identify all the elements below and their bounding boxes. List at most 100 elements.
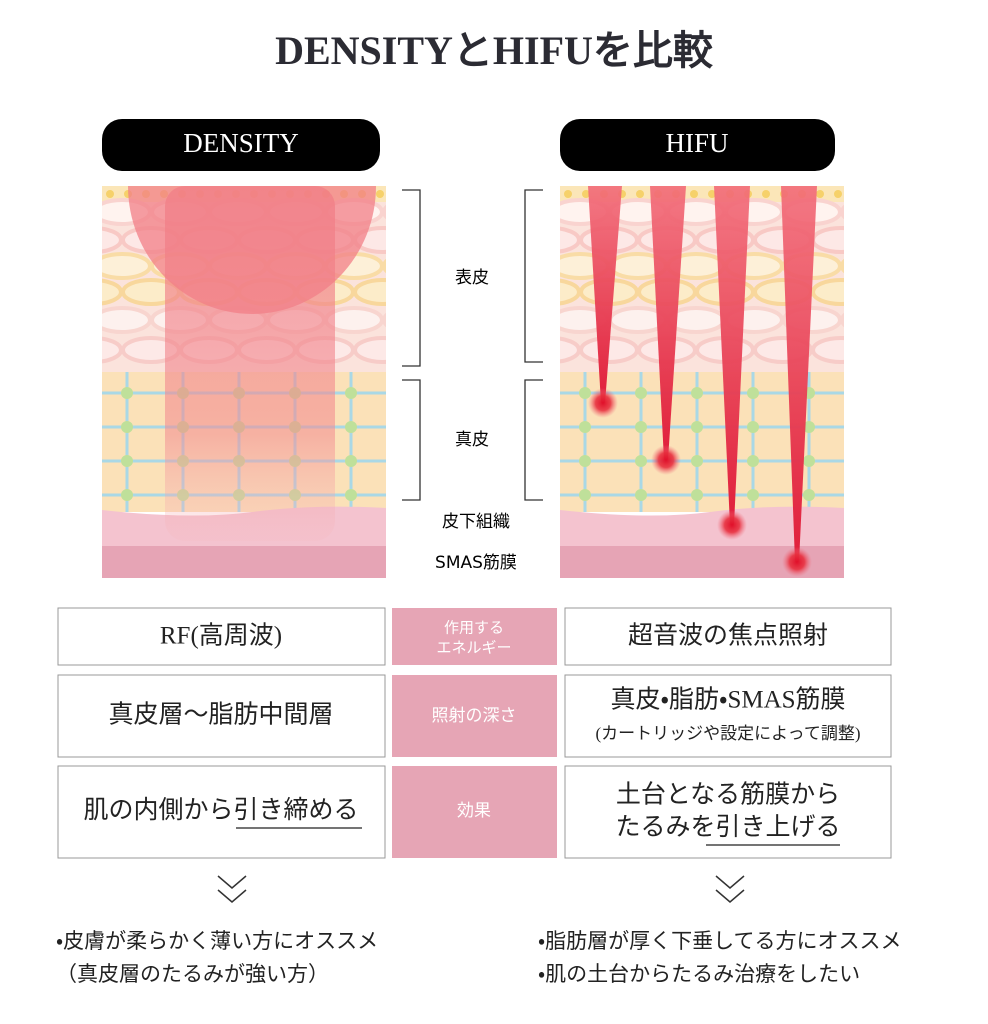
node <box>691 455 703 467</box>
cell-label <box>392 766 557 858</box>
panel-title: DENSITY <box>183 128 299 158</box>
cell <box>102 336 123 364</box>
layer-label: 表皮 <box>455 268 489 288</box>
hifu-beam <box>714 186 750 525</box>
cell-label-text: 効果 <box>457 801 491 821</box>
layer-label: 真皮 <box>455 430 489 450</box>
text-part: 肌の内側から <box>83 796 233 824</box>
underlined-text: 引き締める <box>234 796 359 824</box>
subcutaneous <box>560 506 844 546</box>
node <box>401 489 413 501</box>
node <box>121 489 133 501</box>
cell <box>494 200 550 224</box>
cell <box>871 280 927 304</box>
node <box>401 455 413 467</box>
cell <box>564 607 892 666</box>
cell-text: RF(高周波) <box>160 622 282 650</box>
node <box>401 387 413 399</box>
surface-dot <box>636 190 644 198</box>
cell <box>840 258 844 274</box>
cell-label-text: エネルギー <box>436 639 511 657</box>
cell <box>564 765 892 859</box>
surface <box>560 186 844 202</box>
node <box>345 455 357 467</box>
node <box>579 489 591 501</box>
cell <box>494 254 550 278</box>
cell-label <box>392 675 557 757</box>
cell <box>811 278 844 306</box>
focal-point <box>782 547 812 577</box>
node <box>579 455 591 467</box>
node <box>859 387 871 399</box>
cell-text: 真皮層〜脂肪中間層 <box>108 701 333 729</box>
surface-dot <box>564 190 572 198</box>
node <box>859 455 871 467</box>
recommend-text: ・脂肪層が厚く下垂してる方にオススメ <box>538 929 902 953</box>
cell <box>36 254 92 278</box>
node <box>121 421 133 433</box>
layer-label: SMAS筋膜 <box>435 553 517 573</box>
cell <box>564 674 892 758</box>
surface-dot <box>106 190 114 198</box>
cell <box>413 338 469 362</box>
focal-point <box>588 388 618 418</box>
cell <box>102 306 152 334</box>
cell-text: 真皮・脂肪・SMAS筋膜 <box>610 686 845 714</box>
node <box>859 421 871 433</box>
surface-dot <box>376 190 384 198</box>
node <box>345 421 357 433</box>
cell <box>840 312 844 328</box>
cell <box>57 674 386 758</box>
node <box>121 387 133 399</box>
cell-text: 超音波の焦点照射 <box>628 622 828 650</box>
cell <box>871 228 927 252</box>
cell <box>57 607 386 666</box>
node <box>691 489 703 501</box>
cell-text: 土台となる筋膜から <box>616 781 840 809</box>
cell <box>560 226 581 254</box>
node <box>691 421 703 433</box>
skin-illustration <box>494 186 927 578</box>
node <box>635 455 647 467</box>
hifu-beam <box>650 186 686 460</box>
layer-label: 皮下組織 <box>442 512 510 532</box>
surface-dot <box>762 190 770 198</box>
node <box>579 387 591 399</box>
cell <box>102 278 123 306</box>
surface-dot <box>690 190 698 198</box>
cell-text: たるみを引き上げる <box>615 813 840 841</box>
cell <box>102 226 123 254</box>
cell <box>871 338 927 362</box>
node <box>345 489 357 501</box>
node <box>747 489 759 501</box>
node <box>747 387 759 399</box>
cell-text: 肌の内側から引き締める <box>83 796 358 824</box>
node <box>579 421 591 433</box>
rf-dome <box>128 186 376 314</box>
cell <box>57 765 386 859</box>
cell <box>36 200 92 224</box>
cell <box>494 308 550 332</box>
underlined-text: 引き上げる <box>716 813 841 841</box>
cell <box>811 226 844 254</box>
recommend-text: （真皮層のたるみが強い方） <box>56 962 329 986</box>
panel-title: HIFU <box>665 128 728 158</box>
cell-label <box>392 608 557 665</box>
cell-label-text: 作用する <box>444 619 504 637</box>
node <box>401 421 413 433</box>
focal-point <box>651 445 681 475</box>
cell-label-text: 照射の深さ <box>432 706 517 726</box>
cell <box>811 336 844 364</box>
node <box>747 421 759 433</box>
recommend-text: ・肌の土台からたるみ治療をしたい <box>538 962 860 986</box>
surface-dot <box>582 190 590 198</box>
cell <box>382 204 386 220</box>
recommend-text: ・皮膚が柔らかく薄い方にオススメ <box>56 929 378 953</box>
cell <box>353 336 386 364</box>
cell <box>353 278 386 306</box>
smas <box>102 546 386 578</box>
surface-dot <box>834 190 842 198</box>
node <box>747 455 759 467</box>
surface-dot <box>816 190 824 198</box>
cell-note: (カートリッジや設定によって調整) <box>596 724 861 743</box>
